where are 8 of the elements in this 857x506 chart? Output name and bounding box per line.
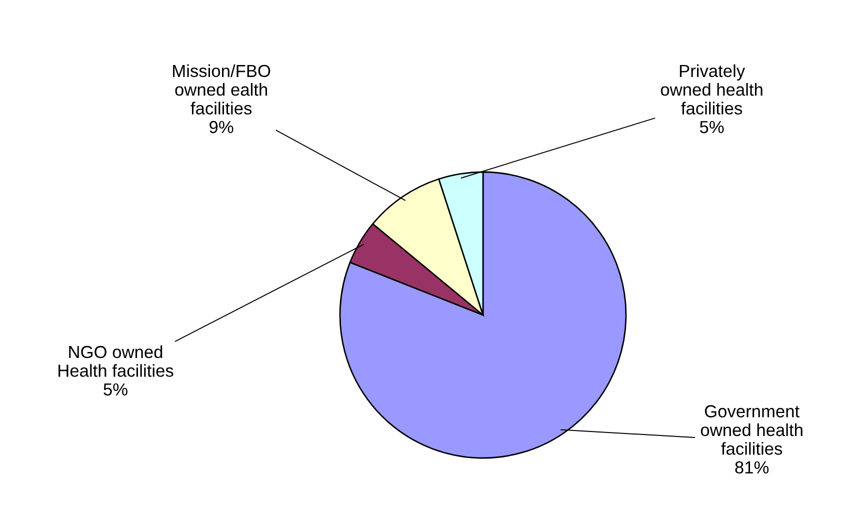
data-label: 5% [104,383,128,396]
slice-label: NGO owned Health facilities [58,345,174,377]
data-label: 9% [210,120,234,134]
data-label: 81% [735,461,769,474]
slice-label: Mission/FBO owned ealth facilities [173,64,270,115]
data-label: 5% [700,120,724,134]
slice-label: Privately owned health facilities [660,64,762,115]
slice-label: Government owned health facilities [700,405,802,455]
